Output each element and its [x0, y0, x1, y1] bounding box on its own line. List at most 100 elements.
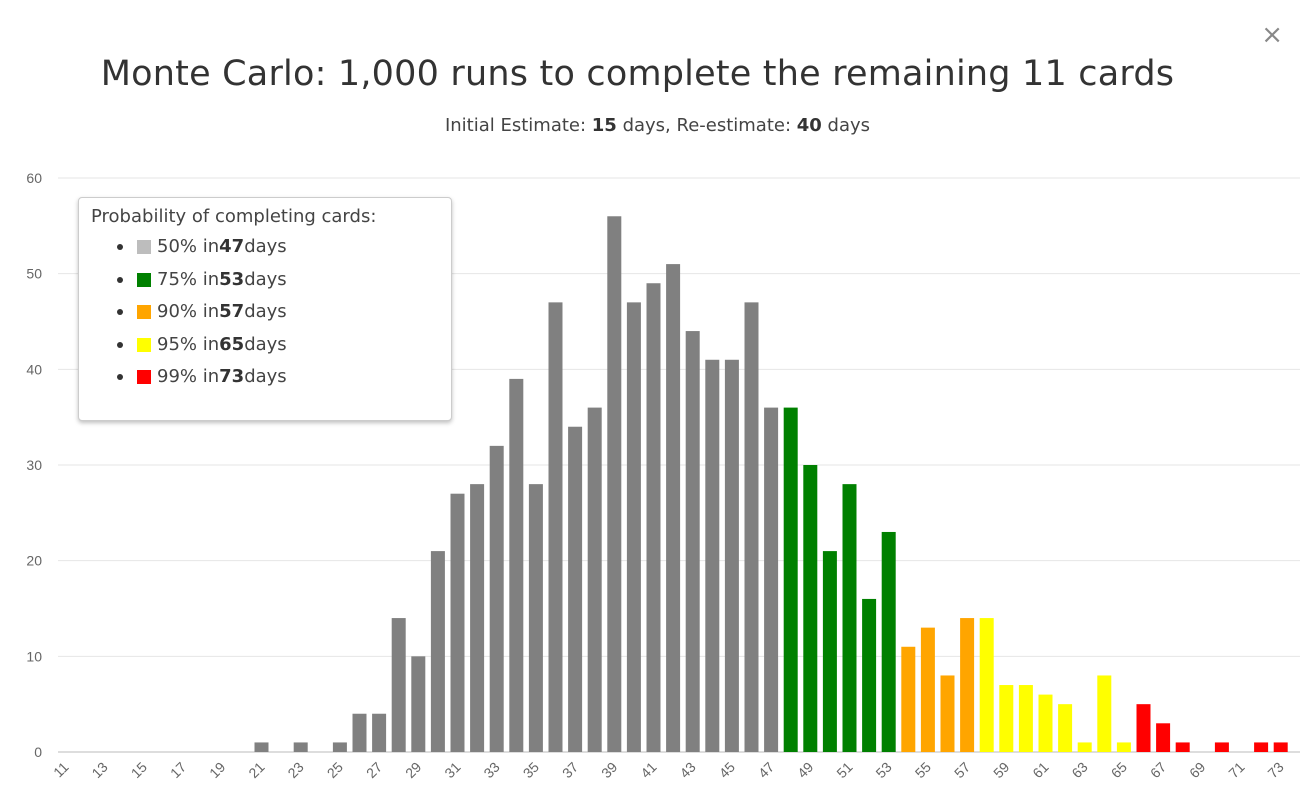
bar	[666, 264, 681, 752]
bar	[450, 493, 465, 752]
legend-item: 50% in 47 days	[91, 231, 439, 264]
y-tick-label: 50	[26, 266, 42, 282]
bar	[568, 426, 583, 752]
bullet-icon	[117, 374, 123, 381]
bullet-icon	[117, 276, 123, 283]
bar	[705, 359, 720, 752]
x-tick-label: 21	[245, 759, 267, 781]
bar	[744, 302, 759, 752]
subtitle-initial-label: Initial Estimate:	[444, 115, 592, 136]
bar	[822, 551, 837, 752]
bar	[411, 656, 426, 752]
x-tick-label: 59	[990, 759, 1012, 781]
chart-legend: Probability of completing cards: 50% in …	[78, 197, 452, 421]
bar	[587, 407, 602, 752]
subtitle-initial-value: 15	[591, 115, 617, 136]
color-swatch	[137, 240, 151, 255]
legend-item: 75% in 53 days	[91, 264, 439, 297]
bar	[1136, 704, 1151, 752]
bar	[372, 713, 387, 752]
bar	[783, 407, 798, 752]
bar	[1038, 694, 1053, 752]
subtitle-days-2: days	[821, 115, 871, 136]
bar	[1097, 675, 1112, 752]
bar	[430, 551, 445, 752]
legend-pct: 50% in	[157, 236, 220, 257]
x-tick-label: 49	[794, 759, 816, 781]
bar	[1273, 742, 1288, 752]
legend-item: 90% in 57 days	[91, 296, 439, 329]
bar	[960, 618, 975, 752]
y-tick-label: 60	[26, 170, 42, 186]
x-tick-label: 11	[50, 759, 72, 781]
x-tick-label: 29	[402, 759, 424, 781]
bar	[470, 484, 485, 752]
x-tick-label: 65	[1108, 759, 1130, 781]
bar	[391, 618, 406, 752]
bar	[548, 302, 563, 752]
x-tick-label: 63	[1068, 759, 1090, 781]
bar	[1077, 742, 1092, 752]
legend-days: 53	[219, 268, 245, 290]
close-button[interactable]: ×	[1261, 20, 1283, 50]
x-tick-label: 57	[951, 759, 973, 781]
x-tick-label: 69	[1186, 759, 1208, 781]
legend-item: 99% in 73 days	[91, 361, 439, 394]
bar	[1156, 723, 1171, 752]
bar	[901, 646, 916, 752]
legend-title: Probability of completing cards:	[91, 206, 377, 227]
subtitle-days-1: days, Re-estimate:	[616, 115, 797, 136]
legend-suffix: days	[244, 301, 287, 322]
legend-days: 47	[219, 236, 245, 257]
x-tick-label: 27	[363, 759, 385, 781]
legend-suffix: days	[244, 333, 287, 355]
bullet-icon	[117, 309, 123, 316]
legend-pct: 95% in	[157, 333, 220, 355]
bar	[489, 445, 504, 752]
x-tick-label: 33	[480, 759, 502, 781]
legend-days: 65	[219, 333, 245, 355]
y-tick-label: 20	[26, 553, 42, 569]
x-tick-label: 41	[637, 759, 659, 781]
y-tick-label: 40	[26, 361, 42, 377]
legend-suffix: days	[244, 366, 287, 387]
bar	[1116, 742, 1131, 752]
x-tick-label: 67	[1147, 759, 1169, 781]
x-tick-label: 51	[833, 759, 855, 781]
subtitle-re-value: 40	[796, 115, 822, 136]
x-tick-label: 53	[872, 759, 894, 781]
x-tick-label: 19	[206, 759, 228, 781]
bar	[685, 331, 700, 752]
x-tick-label: 61	[1029, 759, 1051, 781]
bar	[920, 627, 935, 752]
bar	[1058, 704, 1073, 752]
chart-subtitle: Initial Estimate: 15 days, Re-estimate: …	[0, 115, 1315, 136]
bar	[254, 742, 269, 752]
y-tick-label: 0	[34, 744, 42, 760]
bar	[803, 465, 818, 752]
bar	[764, 407, 779, 752]
x-tick-label: 45	[716, 759, 738, 781]
bar	[646, 283, 661, 752]
bar	[332, 742, 347, 752]
x-tick-label: 15	[128, 759, 150, 781]
bar	[881, 531, 896, 752]
x-tick-label: 13	[88, 759, 110, 781]
x-tick-label: 39	[598, 759, 620, 781]
bar	[1018, 685, 1033, 752]
color-swatch	[137, 305, 151, 320]
bar	[999, 685, 1014, 752]
bar	[1254, 742, 1269, 752]
bar	[528, 484, 543, 752]
bar	[940, 675, 955, 752]
color-swatch	[137, 272, 151, 287]
x-tick-label: 71	[1225, 759, 1247, 781]
legend-pct: 99% in	[157, 366, 220, 387]
bullet-icon	[117, 341, 123, 348]
legend-item: 95% in 65 days	[91, 329, 439, 362]
bar	[842, 484, 857, 752]
y-tick-label: 30	[26, 457, 42, 473]
y-tick-label: 10	[26, 648, 42, 664]
x-tick-label: 37	[559, 759, 581, 781]
